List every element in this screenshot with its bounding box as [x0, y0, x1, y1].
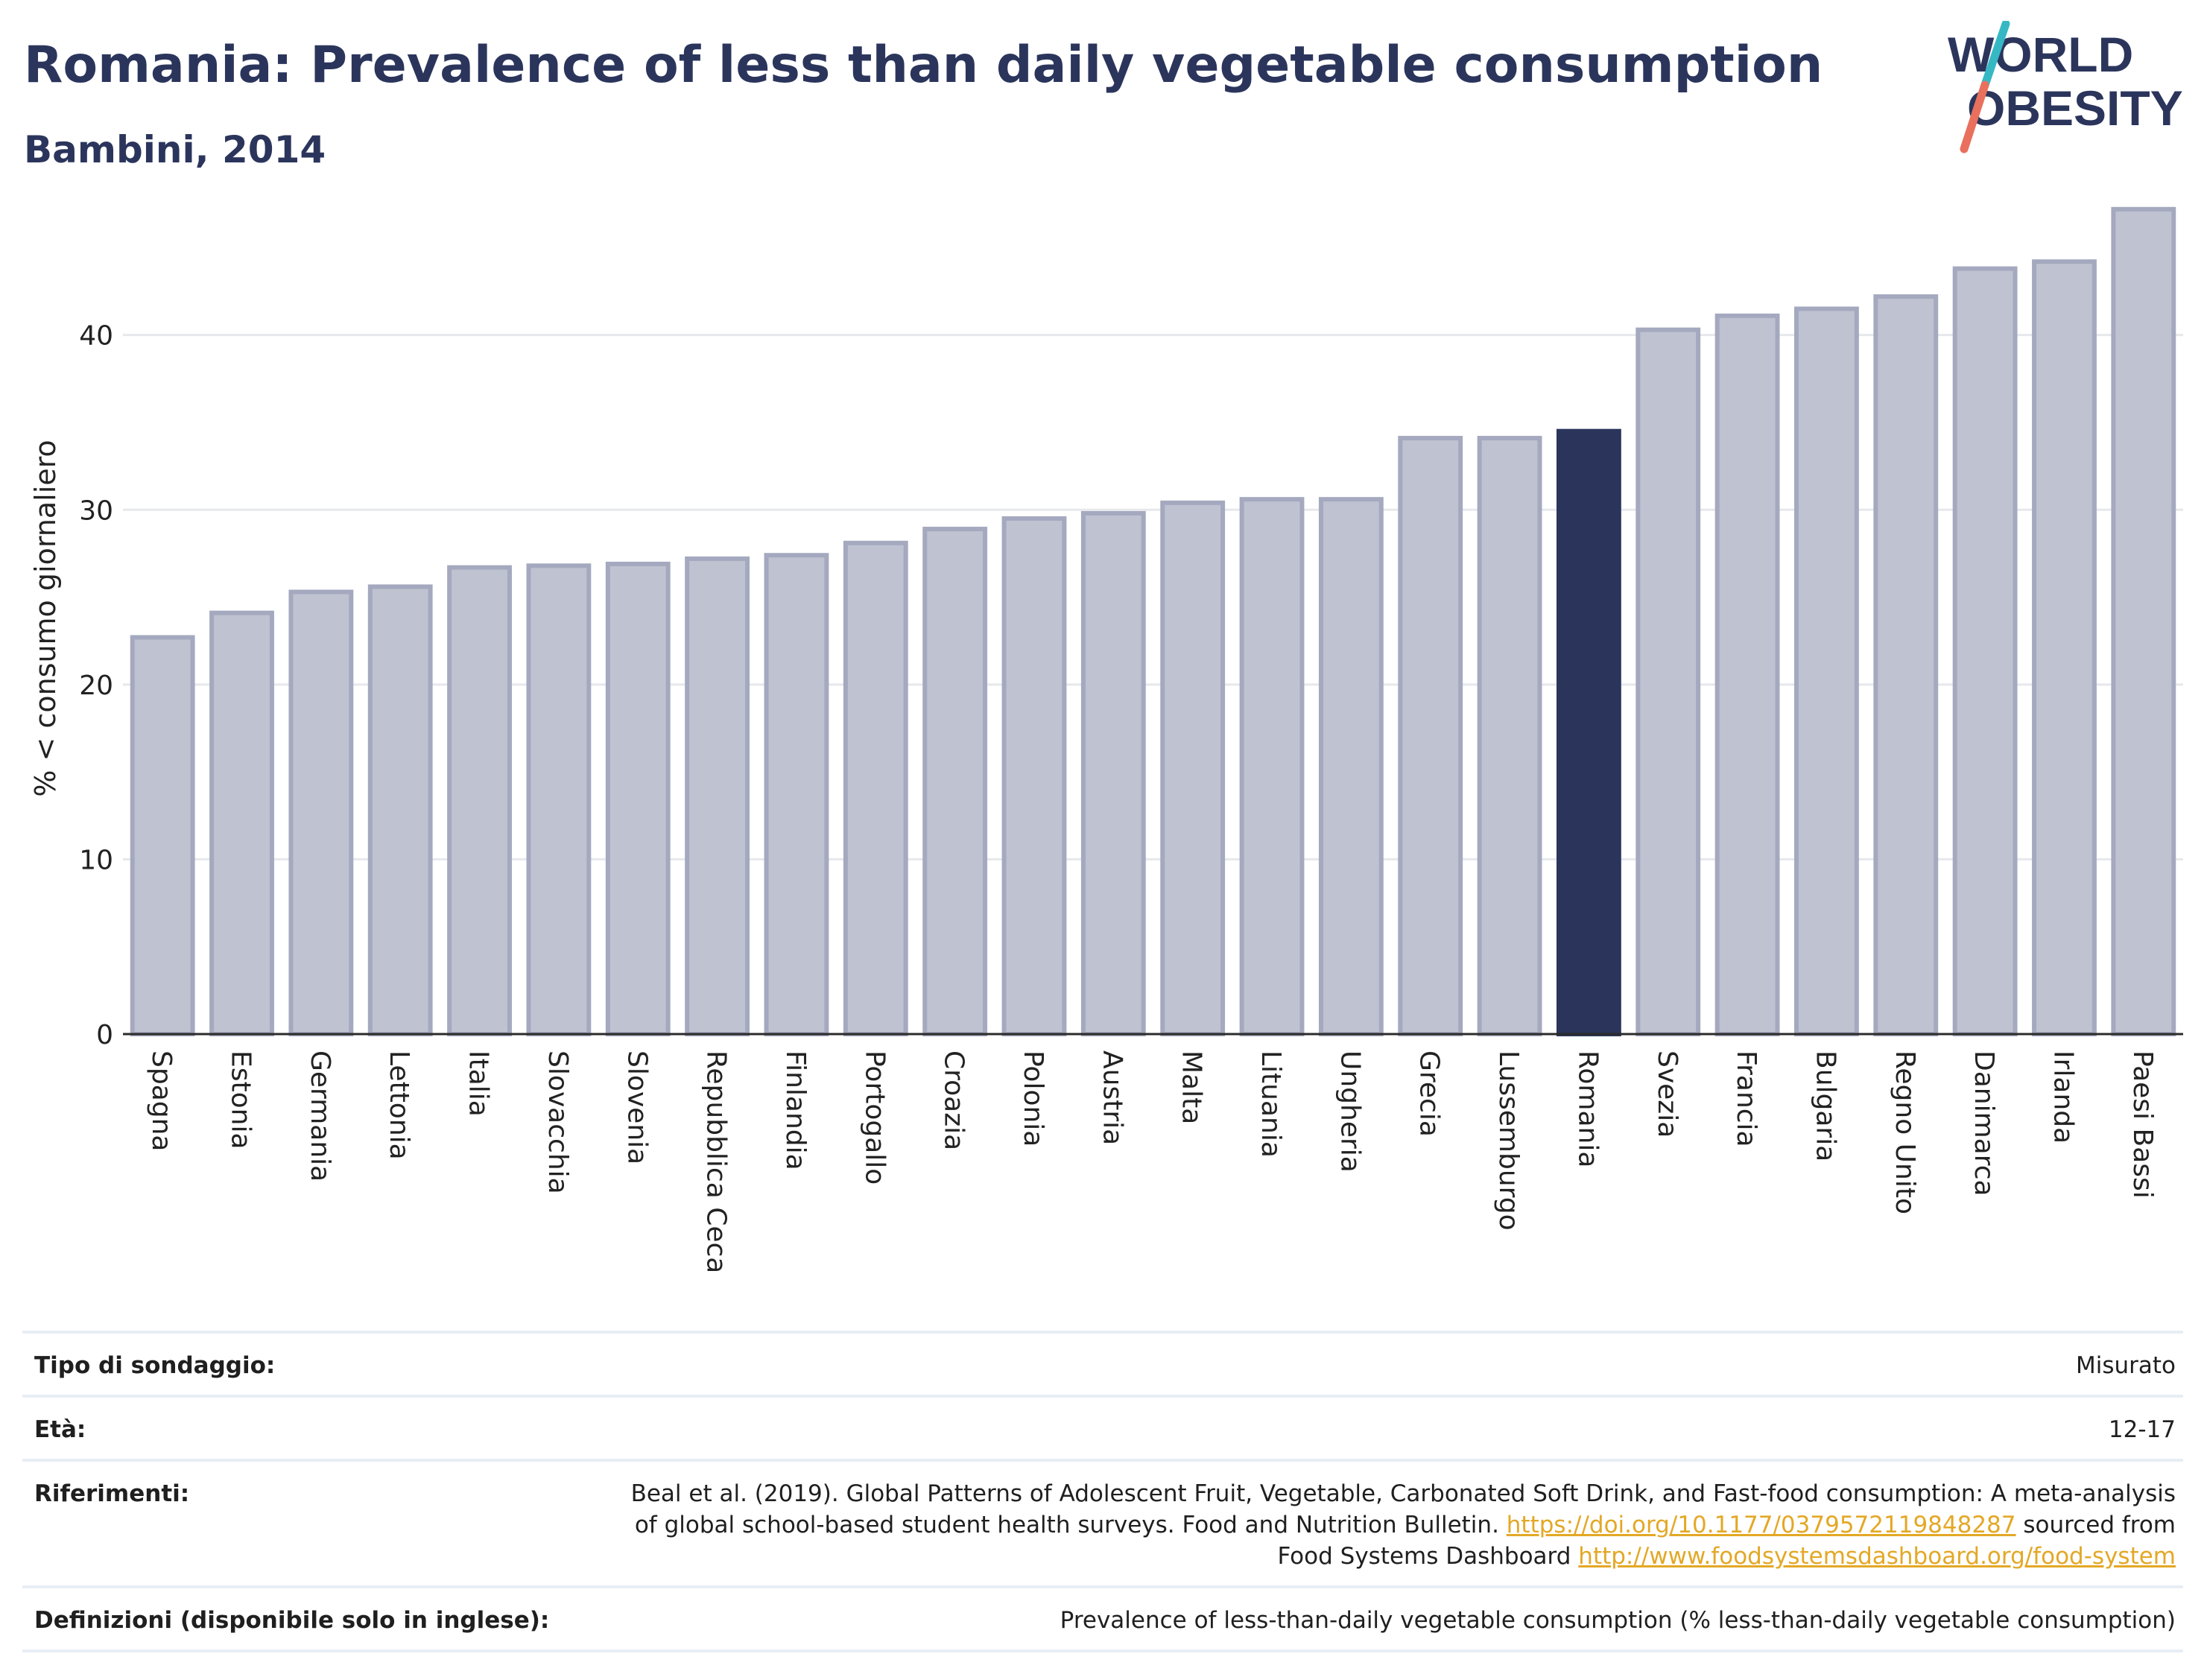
bar-chart: 0 10 20 30 40 Spagna Estonia Germania Lettonia I…	[29, 206, 2183, 1273]
x-tick-label: Paesi Bassi	[2127, 1050, 2158, 1199]
bar-danimarca	[1952, 266, 2018, 1036]
world-obesity-logo: WORLD OBESITY	[1948, 21, 2183, 153]
x-tick-label: Regno Unito	[1890, 1050, 1920, 1214]
x-tick-label: Lussemburgo	[1493, 1050, 1524, 1231]
bar-slovenia	[605, 561, 671, 1036]
bar-austria	[1080, 510, 1146, 1036]
chart-title: Romania: Prevalence of less than daily v…	[24, 36, 1823, 95]
logo-teal-stroke	[1980, 21, 2010, 89]
reference-text: of global school-based student health su…	[634, 1512, 1507, 1538]
doi-link[interactable]: https://doi.org/10.1177/0379572119848287	[1506, 1512, 2016, 1538]
y-axis-label: % < consumo giornaliero	[29, 440, 62, 796]
info-label: Tipo di sondaggio:	[34, 1352, 276, 1379]
x-tick-label: Bulgaria	[1810, 1050, 1840, 1161]
x-tick-label: Slovacchia	[542, 1050, 573, 1194]
x-tick-label: Polonia	[1018, 1050, 1048, 1147]
x-tick-label: Croazia	[939, 1050, 969, 1150]
x-tick-label: Malta	[1177, 1050, 1207, 1124]
x-tick-label: Irlanda	[2048, 1050, 2078, 1144]
bar-finlandia	[764, 553, 829, 1036]
reference-text: sourced from	[2015, 1512, 2176, 1538]
bar-slovacchia	[526, 563, 592, 1036]
bar-romania	[1556, 428, 1621, 1036]
bar-germania	[288, 589, 354, 1036]
info-value-references: Beal et al. (2019). Global Patterns of A…	[631, 1478, 2176, 1572]
x-tick-label: Austria	[1097, 1050, 1127, 1145]
bar-croazia	[922, 527, 988, 1036]
info-label: Riferimenti:	[34, 1480, 190, 1507]
bar-malta	[1160, 500, 1226, 1036]
chart-subtitle: Bambini, 2014	[24, 128, 326, 171]
bar-ungheria	[1318, 497, 1384, 1036]
logo-text-line2: OBESITY	[1967, 80, 2183, 136]
x-tick-label: Svezia	[1652, 1050, 1682, 1138]
bar-estonia	[209, 610, 274, 1036]
x-tick-label: Lettonia	[384, 1050, 414, 1160]
bar-lettonia	[367, 584, 433, 1036]
bar-paesi-bassi	[2111, 206, 2176, 1036]
x-tick-label: Repubblica Ceca	[701, 1050, 732, 1273]
bar-svezia	[1635, 327, 1701, 1037]
bars	[130, 206, 2176, 1037]
bar-polonia	[1001, 516, 1067, 1036]
x-tick-label: Italia	[463, 1050, 494, 1117]
bar-spagna	[130, 635, 195, 1036]
y-tick-label: 0	[96, 1020, 113, 1050]
x-tick-label: Finlandia	[780, 1050, 811, 1170]
y-tick-label: 30	[79, 495, 113, 526]
bar-regno-unito	[1873, 294, 1939, 1036]
info-label: Definizioni (disponibile solo in inglese…	[34, 1607, 550, 1634]
bar-portogallo	[843, 540, 908, 1036]
bar-bulgaria	[1794, 306, 1859, 1036]
bar-grecia	[1398, 436, 1463, 1036]
bar-irlanda	[2032, 259, 2097, 1036]
y-tick-labels: 0 10 20 30 40	[79, 321, 113, 1050]
logo-coral-stroke	[1960, 80, 1989, 153]
y-tick-label: 10	[79, 845, 113, 875]
info-value: Misurato	[2075, 1352, 2176, 1379]
x-tick-label: Grecia	[1414, 1050, 1445, 1137]
info-label: Età:	[34, 1416, 86, 1443]
info-row-age: Età: 12-17	[22, 1395, 2183, 1459]
info-value: Prevalence of less-than-daily vegetable …	[1060, 1607, 2176, 1634]
info-row-definitions: Definizioni (disponibile solo in inglese…	[22, 1585, 2183, 1652]
y-tick-label: 20	[79, 671, 113, 701]
bar-italia	[447, 565, 512, 1036]
x-tick-label: Slovenia	[621, 1050, 652, 1164]
reference-text: Food Systems Dashboard	[1277, 1543, 1579, 1570]
info-table: Tipo di sondaggio: Misurato Età: 12-17 R…	[22, 1331, 2183, 1652]
bar-lussemburgo	[1477, 436, 1542, 1036]
x-tick-label: Estonia	[226, 1050, 256, 1150]
x-tick-label: Francia	[1731, 1050, 1761, 1147]
info-row-survey-type: Tipo di sondaggio: Misurato	[22, 1331, 2183, 1395]
info-value: 12-17	[2108, 1416, 2176, 1443]
y-tick-label: 40	[79, 321, 113, 352]
x-tick-labels: Spagna Estonia Germania Lettonia Italia Slova…	[146, 1050, 2158, 1273]
dashboard-link[interactable]: http://www.foodsystemsdashboard.org/food…	[1578, 1543, 2176, 1570]
x-tick-label: Romania	[1572, 1050, 1603, 1167]
reference-text: Beal et al. (2019). Global Patterns of A…	[630, 1480, 2176, 1507]
x-tick-label: Germania	[305, 1050, 335, 1182]
bar-francia	[1714, 313, 1780, 1036]
bar-repubblica-ceca	[685, 556, 750, 1036]
logo-text-line1: WORLD	[1948, 27, 2133, 82]
x-tick-label: Portogallo	[859, 1050, 890, 1185]
x-tick-label: Lituania	[1255, 1050, 1286, 1158]
x-tick-label: Spagna	[146, 1050, 177, 1152]
info-row-references: Riferimenti: Beal et al. (2019). Global …	[22, 1459, 2183, 1585]
x-tick-label: Danimarca	[1969, 1050, 1999, 1196]
x-tick-label: Ungheria	[1334, 1050, 1365, 1173]
bar-lituania	[1239, 497, 1305, 1036]
